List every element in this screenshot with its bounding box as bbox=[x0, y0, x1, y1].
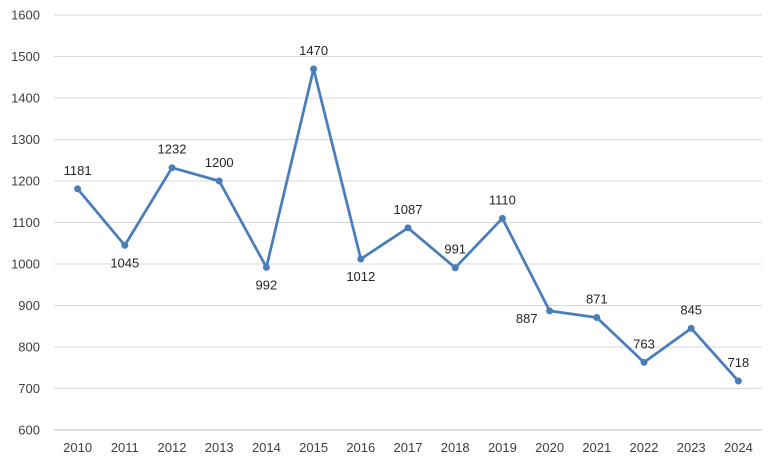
y-tick-label: 1000 bbox=[11, 257, 40, 272]
data-label-2012: 1232 bbox=[158, 142, 187, 157]
data-label-2015: 1470 bbox=[299, 43, 328, 58]
y-tick-label: 1200 bbox=[11, 174, 40, 189]
data-label-2017: 1087 bbox=[394, 202, 423, 217]
y-tick-label: 600 bbox=[18, 423, 40, 438]
x-tick-label: 2020 bbox=[535, 440, 564, 455]
data-point-2014 bbox=[262, 263, 270, 271]
x-tick-label: 2023 bbox=[677, 440, 706, 455]
data-point-2013 bbox=[215, 177, 223, 185]
data-label-2019: 1110 bbox=[489, 192, 516, 207]
y-tick-label: 1300 bbox=[11, 132, 40, 147]
data-label-2011: 1045 bbox=[110, 255, 139, 270]
data-point-2015 bbox=[310, 65, 318, 73]
data-label-2021: 871 bbox=[586, 292, 608, 307]
x-tick-label: 2014 bbox=[252, 440, 281, 455]
y-axis-tick-labels: 600 700 800 900 1000 1100 1200 1300 1400 1500 1600 bbox=[11, 8, 40, 438]
y-tick-label: 700 bbox=[18, 381, 40, 396]
x-axis-tick-labels: 2010 2011 2012 2013 2014 2015 2016 2017 2018 2019… bbox=[63, 440, 753, 455]
x-tick-label: 2013 bbox=[205, 440, 234, 455]
data-label-2022: 763 bbox=[633, 336, 655, 351]
y-tick-label: 1400 bbox=[11, 91, 40, 106]
x-tick-label: 2018 bbox=[441, 440, 470, 455]
y-gridlines bbox=[54, 14, 762, 389]
y-tick-label: 1500 bbox=[11, 49, 40, 64]
x-tick-label: 2024 bbox=[724, 440, 753, 455]
x-tick-label: 2012 bbox=[158, 440, 187, 455]
x-tick-label: 2010 bbox=[63, 440, 92, 455]
data-label-2013: 1200 bbox=[205, 155, 234, 170]
data-point-2022 bbox=[640, 358, 648, 366]
data-point-2023 bbox=[687, 324, 695, 332]
data-labels: 1181 1045 1232 1200 992 1470 1012 1087 991 1110 88… bbox=[64, 43, 750, 370]
x-tick-label: 2022 bbox=[630, 440, 659, 455]
y-tick-label: 1100 bbox=[12, 215, 40, 230]
y-tick-label: 1600 bbox=[11, 8, 40, 23]
data-point-2016 bbox=[357, 255, 365, 263]
data-point-2012 bbox=[168, 164, 176, 172]
y-tick-label: 800 bbox=[18, 340, 40, 355]
data-point-2011 bbox=[121, 241, 129, 249]
data-label-2014: 992 bbox=[256, 277, 278, 292]
x-tick-label: 2015 bbox=[299, 440, 328, 455]
x-tick-label: 2011 bbox=[111, 440, 139, 455]
data-label-2020: 887 bbox=[516, 311, 538, 326]
data-point-2019 bbox=[498, 214, 506, 222]
x-tick-label: 2017 bbox=[394, 440, 423, 455]
data-label-2016: 1012 bbox=[346, 269, 375, 284]
data-point-2017 bbox=[404, 224, 412, 232]
data-label-2018: 991 bbox=[444, 242, 466, 257]
y-tick-label: 900 bbox=[18, 298, 40, 313]
data-point-2018 bbox=[451, 264, 459, 272]
data-label-2010: 1181 bbox=[64, 163, 92, 178]
data-point-2010 bbox=[74, 185, 82, 193]
x-tick-label: 2019 bbox=[488, 440, 517, 455]
data-point-2024 bbox=[734, 377, 742, 385]
data-label-2023: 845 bbox=[680, 302, 702, 317]
data-point-2021 bbox=[593, 314, 601, 322]
x-tick-label: 2021 bbox=[582, 440, 611, 455]
data-points bbox=[74, 65, 742, 385]
data-point-2020 bbox=[546, 307, 554, 315]
data-label-2024: 718 bbox=[728, 355, 750, 370]
x-tick-label: 2016 bbox=[346, 440, 375, 455]
